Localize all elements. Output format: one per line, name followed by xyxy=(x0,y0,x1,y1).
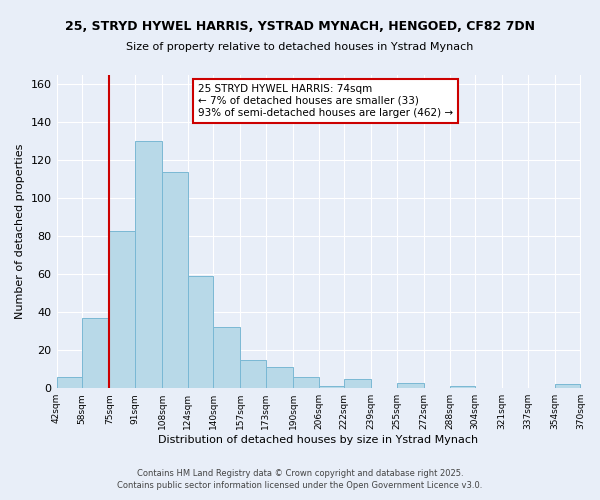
Bar xyxy=(135,142,162,388)
Bar xyxy=(397,382,424,388)
Text: Size of property relative to detached houses in Ystrad Mynach: Size of property relative to detached ho… xyxy=(127,42,473,52)
Bar xyxy=(449,386,475,388)
Bar xyxy=(555,384,580,388)
Bar xyxy=(82,318,109,388)
Bar xyxy=(266,368,293,388)
Bar xyxy=(188,276,213,388)
X-axis label: Distribution of detached houses by size in Ystrad Mynach: Distribution of detached houses by size … xyxy=(158,435,479,445)
Bar xyxy=(109,230,135,388)
Bar xyxy=(293,377,319,388)
Bar xyxy=(162,172,188,388)
Text: 25, STRYD HYWEL HARRIS, YSTRAD MYNACH, HENGOED, CF82 7DN: 25, STRYD HYWEL HARRIS, YSTRAD MYNACH, H… xyxy=(65,20,535,33)
Text: Contains HM Land Registry data © Crown copyright and database right 2025.
Contai: Contains HM Land Registry data © Crown c… xyxy=(118,468,482,490)
Bar xyxy=(240,360,266,388)
Y-axis label: Number of detached properties: Number of detached properties xyxy=(15,144,25,320)
Bar xyxy=(319,386,344,388)
Text: 25 STRYD HYWEL HARRIS: 74sqm
← 7% of detached houses are smaller (33)
93% of sem: 25 STRYD HYWEL HARRIS: 74sqm ← 7% of det… xyxy=(198,84,453,117)
Bar xyxy=(344,378,371,388)
Bar xyxy=(213,328,240,388)
Bar xyxy=(56,377,82,388)
